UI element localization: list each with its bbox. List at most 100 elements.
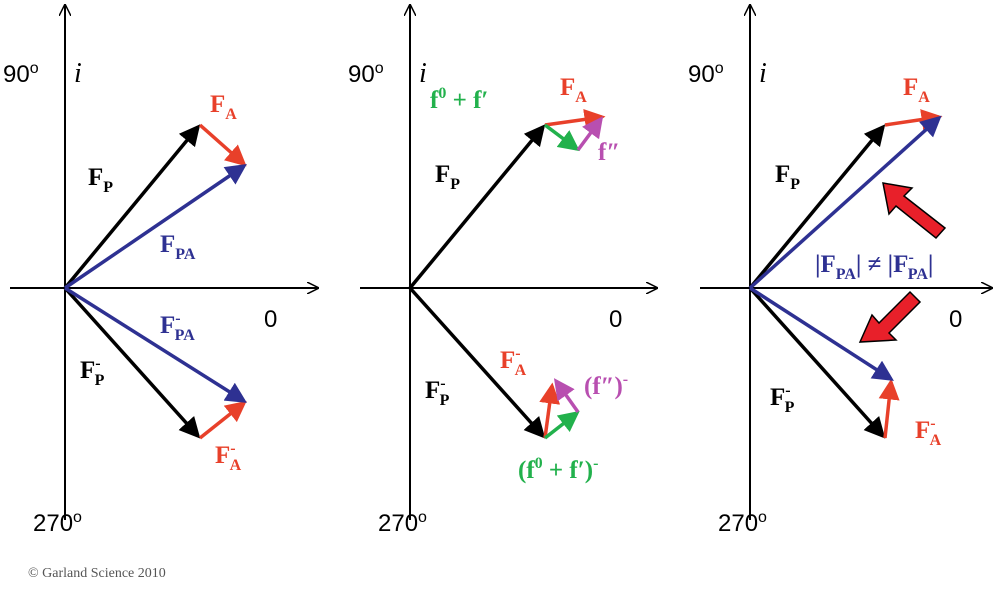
degree: o [73, 509, 82, 526]
label-part: |F [815, 251, 836, 278]
vector-label: F-A [500, 345, 527, 379]
vector-label: FP [775, 161, 800, 193]
label-part: 0 [438, 85, 446, 102]
label-part: F [500, 347, 515, 374]
label-part: + f′ [446, 87, 488, 114]
label-part: F [88, 164, 103, 191]
label-part: F [215, 442, 230, 469]
block-arrow [882, 182, 947, 240]
label-part: f″ [598, 139, 620, 166]
label-part: A [230, 457, 242, 474]
label-part: P [103, 179, 113, 196]
vector-label: |FPA| ≠ |F-PA| [815, 249, 933, 283]
angle: 270 [718, 510, 758, 537]
angle: 270 [33, 510, 73, 537]
axis-label-0: 0 [264, 306, 277, 333]
label-part: F [80, 357, 95, 384]
vector-label: F-A [215, 440, 242, 474]
label-part: P [790, 176, 800, 193]
label-part: F [903, 74, 918, 101]
label-part: - [623, 371, 628, 388]
label-part: F [770, 384, 785, 411]
label-part: | ≠ |F [856, 251, 909, 278]
label-part: - [908, 249, 913, 266]
vector-label: F-A [915, 415, 942, 449]
label-part: f [430, 87, 439, 114]
imaginary-label: i [759, 58, 767, 89]
label-part: A [930, 432, 942, 449]
label-part: - [930, 415, 935, 432]
angle: 90 [348, 61, 375, 88]
label-part: P [785, 399, 795, 416]
axis-label-90: 90o [688, 60, 724, 88]
label-part: - [230, 440, 235, 457]
label-part: P [95, 372, 105, 389]
copyright: © Garland Science 2010 [28, 566, 166, 581]
label-part: PA [175, 246, 196, 263]
label-part: 0 [535, 455, 543, 472]
label-part: PA [836, 266, 857, 283]
vector-label: FA [903, 74, 930, 106]
angle: 270 [378, 510, 418, 537]
vector-label: (f0 + f′)- [518, 455, 598, 484]
label-part: - [440, 375, 445, 392]
label-part: A [225, 106, 237, 123]
label-part: A [575, 89, 587, 106]
label-part: (f [518, 457, 535, 484]
axis-label-270: 270o [718, 509, 767, 537]
label-part: F [160, 231, 175, 258]
label-part: F [560, 74, 575, 101]
degree: o [715, 60, 724, 77]
label-part: PA [908, 266, 929, 283]
imaginary-label: i [419, 58, 427, 89]
axis-label-0: 0 [609, 306, 622, 333]
vector-label: FPA [160, 231, 196, 263]
label-part: F [210, 91, 225, 118]
label-part: F [775, 161, 790, 188]
vectors [10, 5, 992, 520]
label-part: P [450, 176, 460, 193]
label-part: + f′) [543, 457, 593, 484]
axis-label-90: 90o [348, 60, 384, 88]
label-part: (f″) [584, 373, 623, 400]
vector-label: (f″)- [584, 371, 628, 400]
degree: o [758, 509, 767, 526]
label-part: | [928, 251, 934, 278]
vector-label: F-P [770, 382, 795, 416]
vector-label: FP [88, 164, 113, 196]
label-part: A [918, 89, 930, 106]
label-part: F [435, 161, 450, 188]
vector-label: f0 + f′ [430, 85, 488, 114]
degree: o [30, 60, 39, 77]
axis-label-270: 270o [33, 509, 82, 537]
degree: o [375, 60, 384, 77]
label-part: F [425, 377, 440, 404]
label-part: F [915, 417, 930, 444]
axis-label-90: 90o [3, 60, 39, 88]
axes [10, 5, 992, 520]
label-part: - [785, 382, 790, 399]
vector-label: F-P [425, 375, 450, 409]
label-part: - [515, 345, 520, 362]
vector-label: FA [210, 91, 237, 123]
degree: o [418, 509, 427, 526]
vector-label: f″ [598, 139, 620, 166]
vector-label: FP [435, 161, 460, 193]
label-part: PA [175, 327, 196, 344]
vector-label: F-P [80, 355, 105, 389]
angle: 90 [688, 61, 715, 88]
imaginary-label: i [74, 58, 82, 89]
vector-label: F-PA [160, 310, 195, 344]
block-arrow [858, 290, 922, 343]
label-part: A [515, 362, 527, 379]
label-part: - [95, 355, 100, 372]
angle: 90 [3, 61, 30, 88]
axis-label-0: 0 [949, 306, 962, 333]
label-part: F [160, 312, 175, 339]
vector-label: FA [560, 74, 587, 106]
label-part: - [593, 455, 598, 472]
label-part: P [440, 392, 450, 409]
label-part: - [175, 310, 180, 327]
axis-label-270: 270o [378, 509, 427, 537]
